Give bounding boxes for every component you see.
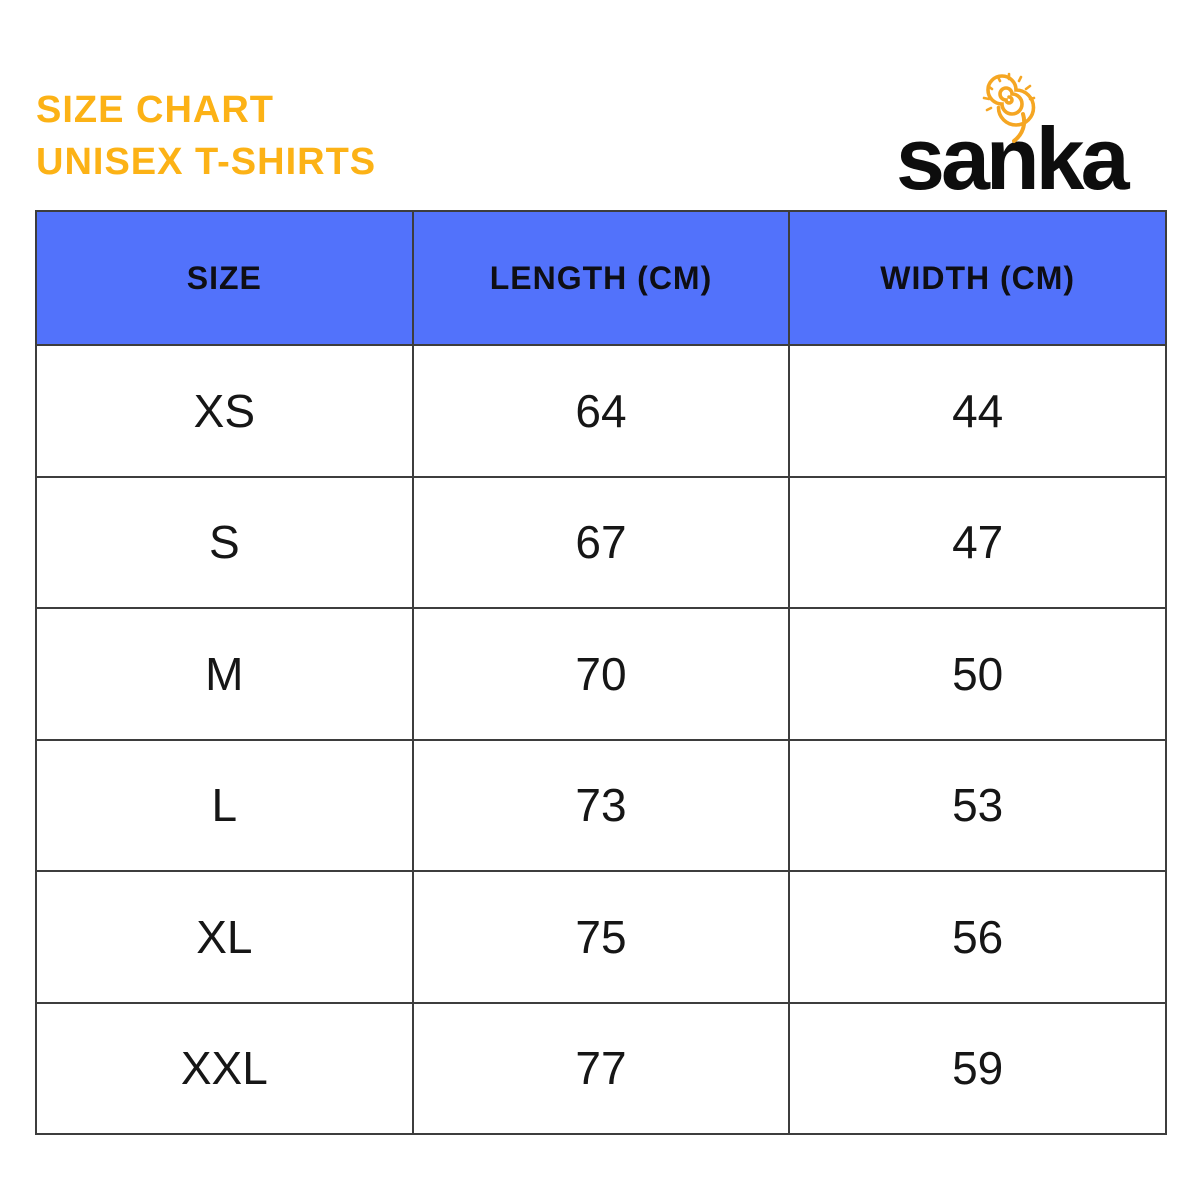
width-cell: 50 — [788, 607, 1167, 741]
width-cell: 47 — [788, 475, 1167, 609]
spiral-sun-icon — [978, 68, 1042, 152]
width-cell: 53 — [788, 738, 1167, 872]
table-header-row: SIZE LENGTH (CM) WIDTH (CM) — [35, 210, 1167, 346]
title-line-2: UNISEX T-SHIRTS — [36, 141, 377, 183]
column-header-size: SIZE — [35, 210, 414, 346]
length-cell: 75 — [411, 870, 791, 1004]
column-header-width: WIDTH (CM) — [788, 210, 1167, 346]
length-cell: 64 — [411, 344, 791, 478]
title-line-1: SIZE CHART — [36, 89, 274, 131]
size-cell: S — [35, 475, 414, 609]
width-cell: 56 — [788, 870, 1167, 1004]
length-cell: 67 — [411, 475, 791, 609]
column-header-length: LENGTH (CM) — [411, 210, 791, 346]
length-cell: 77 — [411, 1001, 791, 1135]
page-title: SIZE CHART UNISEX T-SHIRTS — [36, 84, 376, 188]
table-row: S 67 47 — [35, 475, 1167, 609]
width-cell: 44 — [788, 344, 1167, 478]
size-cell: XXL — [35, 1001, 414, 1135]
width-cell: 59 — [788, 1001, 1167, 1135]
table-row: XXL 77 59 — [35, 1001, 1167, 1135]
size-cell: M — [35, 607, 414, 741]
table-row: XS 64 44 — [35, 344, 1167, 478]
table-row: XL 75 56 — [35, 870, 1167, 1004]
brand-logo: sanka — [890, 60, 1160, 203]
size-cell: L — [35, 738, 414, 872]
table-row: M 70 50 — [35, 607, 1167, 741]
brand-logo-text: sanka — [896, 109, 1130, 208]
length-cell: 70 — [411, 607, 791, 741]
length-cell: 73 — [411, 738, 791, 872]
table-row: L 73 53 — [35, 738, 1167, 872]
size-cell: XL — [35, 870, 414, 1004]
size-table: SIZE LENGTH (CM) WIDTH (CM) XS 64 44 S 6… — [35, 210, 1167, 1135]
size-cell: XS — [35, 344, 414, 478]
